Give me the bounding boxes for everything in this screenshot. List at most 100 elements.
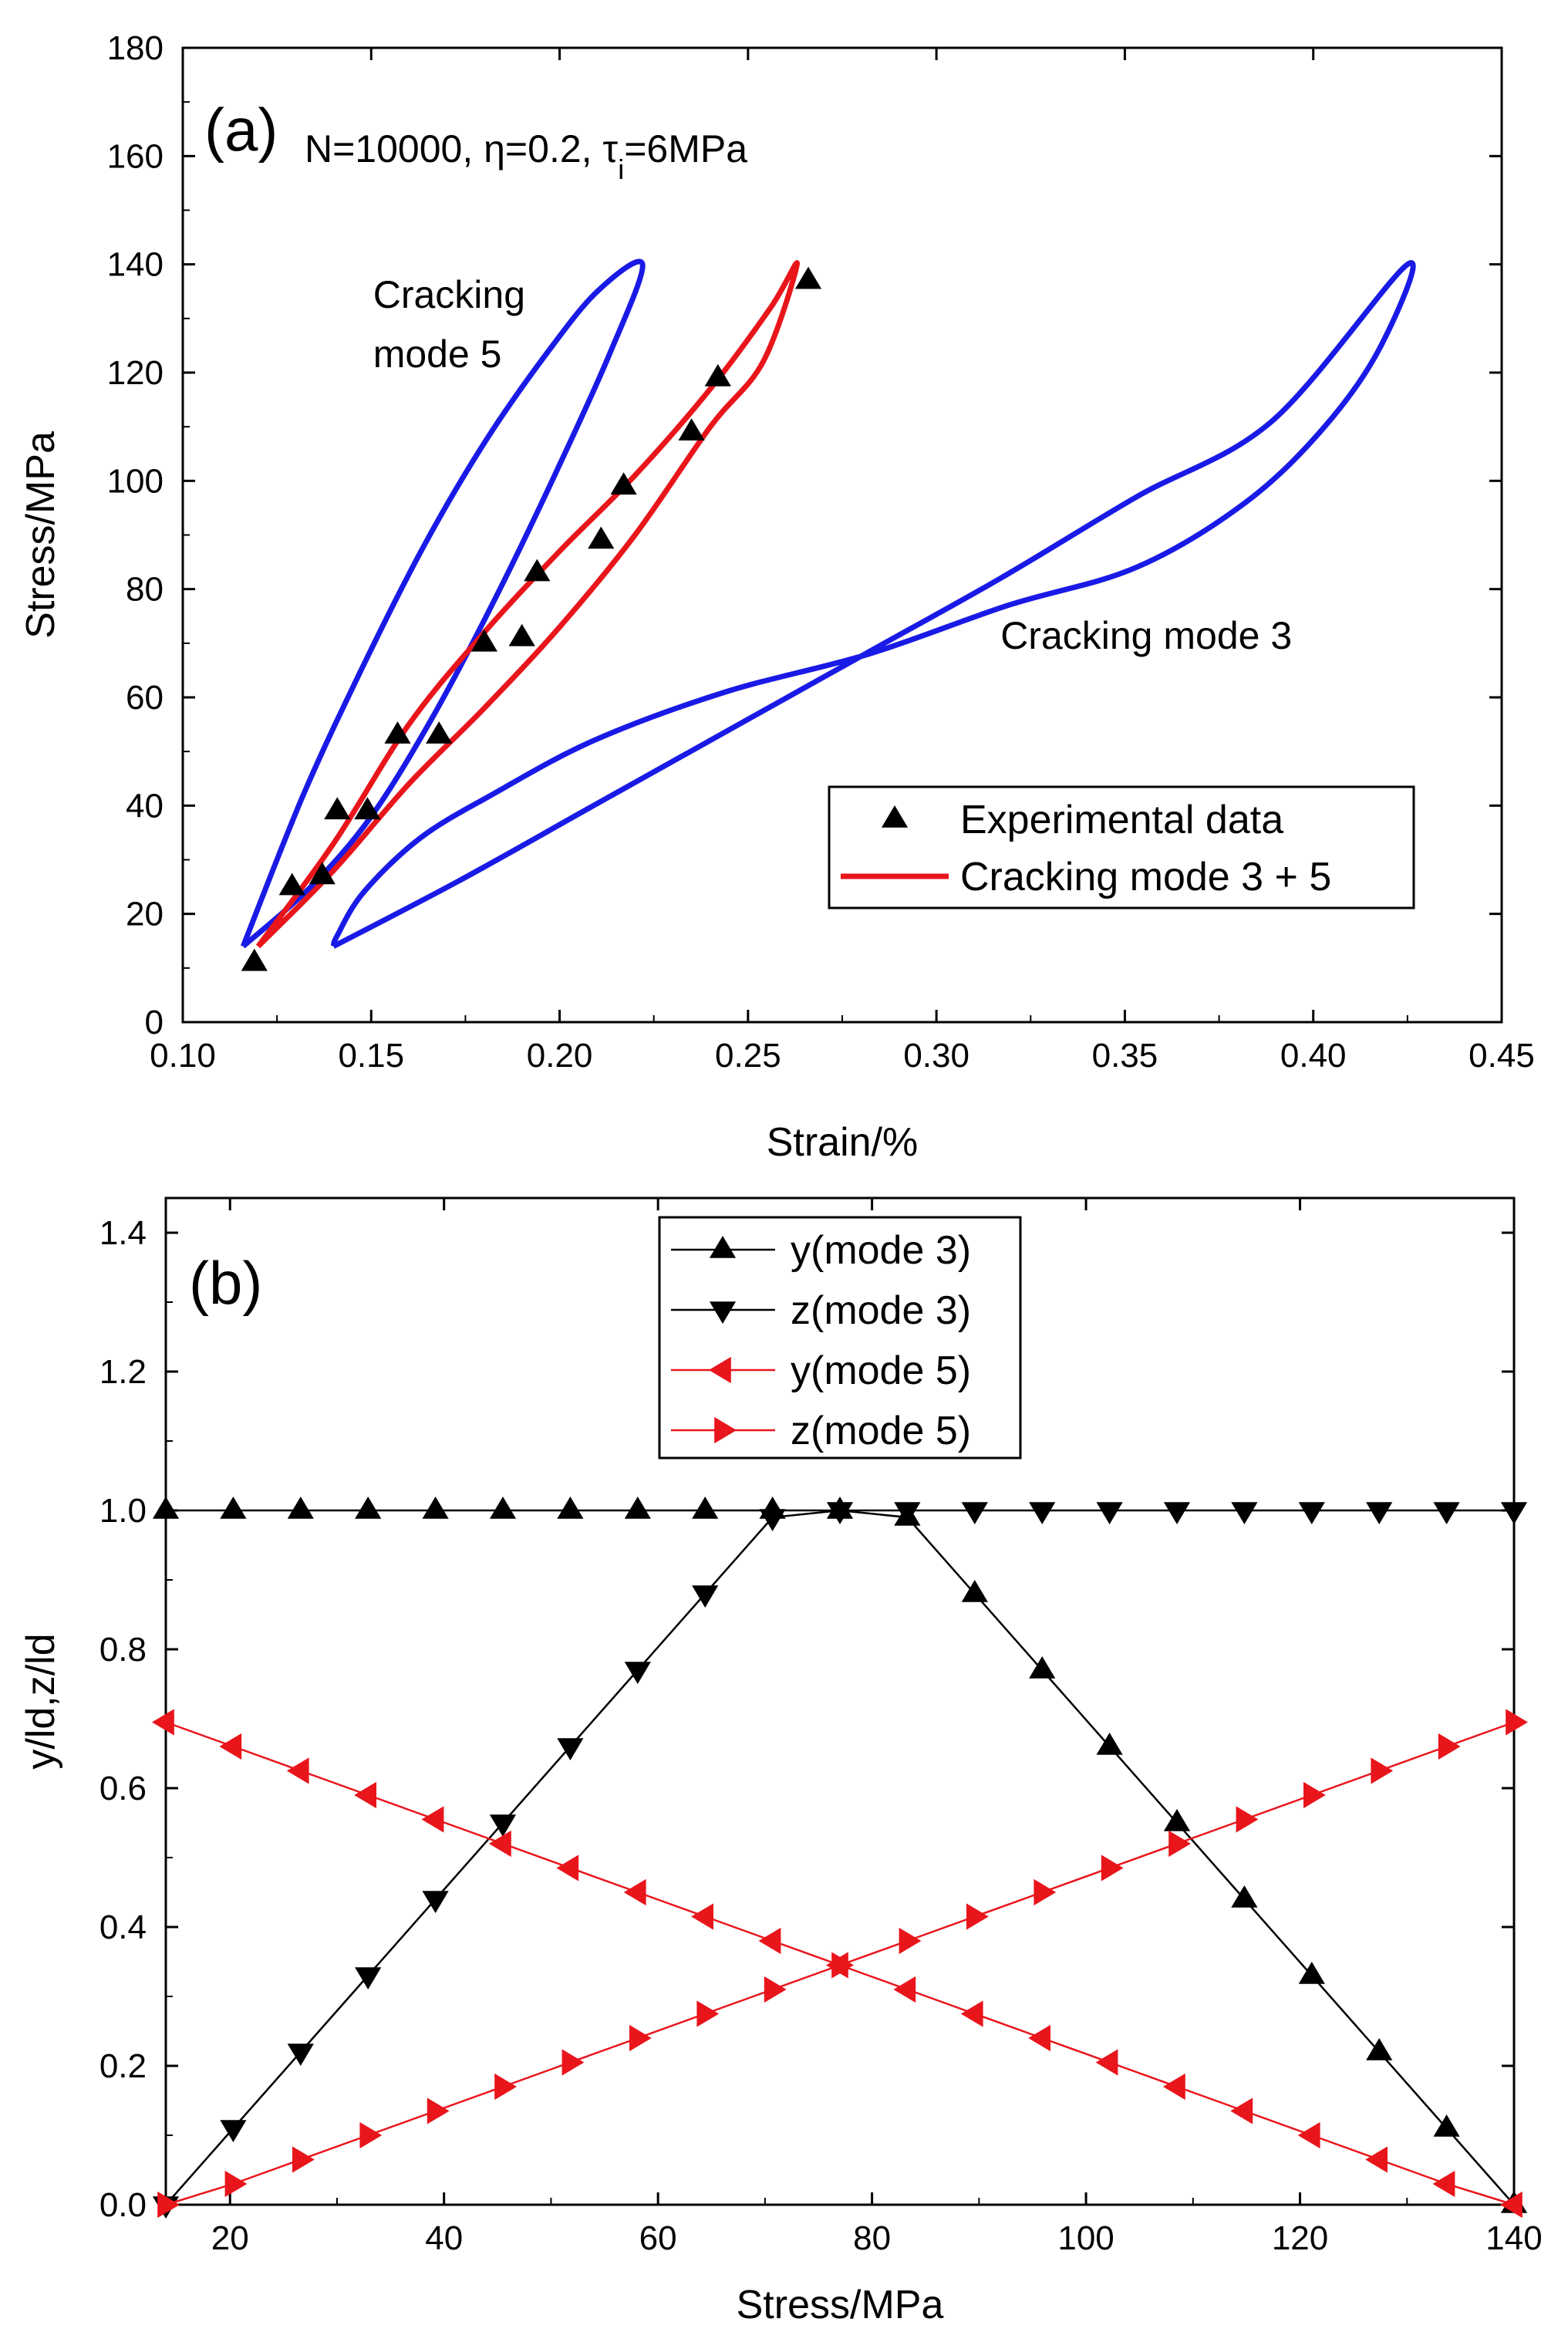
- x-axis-title: Strain/%: [767, 1120, 919, 1165]
- series-marker-2: [1163, 2073, 1185, 2101]
- series-marker-1: [1298, 1502, 1325, 1524]
- params-subscript: i: [618, 154, 624, 185]
- series-marker-0: [422, 1497, 449, 1519]
- y-tick-label: 180: [107, 29, 164, 67]
- panel-label: (a): [204, 96, 278, 164]
- series-marker-2: [623, 1878, 646, 1906]
- x-axis-title: Stress/MPa: [737, 2283, 944, 2327]
- series-marker-0: [355, 1497, 382, 1519]
- annotation-text: Cracking mode 3: [1000, 614, 1292, 657]
- series-marker-3: [1371, 1757, 1394, 1784]
- params-tail: =6MPa: [624, 127, 747, 170]
- x-tick-label: 0.30: [903, 1037, 969, 1075]
- series-marker-1: [692, 1585, 719, 1608]
- series-marker-2: [893, 1976, 916, 2003]
- y-tick-label: 160: [107, 137, 164, 175]
- series-marker-0: [1366, 2038, 1393, 2060]
- series-marker-2: [1230, 2097, 1253, 2124]
- x-tick-label: 80: [853, 2219, 891, 2257]
- series-marker-1: [287, 2043, 314, 2066]
- x-tick-label: 60: [639, 2219, 677, 2257]
- series-marker-2: [960, 2000, 983, 2027]
- series-marker-1: [1433, 1502, 1460, 1524]
- series-marker-3: [561, 2049, 585, 2076]
- series-marker-3: [1438, 1733, 1461, 1760]
- x-tick-label: 20: [211, 2219, 249, 2257]
- panel-b-crack-fraction-chart: 20 40 60 80 100 120 140 0.0 0.2 0.4 0.6 0.8 1.0 1.2 1.…: [19, 1196, 1543, 2327]
- series-marker-0: [1231, 1885, 1258, 1908]
- y-tick-label: 0: [145, 1004, 164, 1041]
- x-tick-label: 0.20: [527, 1037, 593, 1075]
- annotation-text: Cracking: [373, 273, 525, 316]
- legend-label: Cracking mode 3 + 5: [960, 855, 1331, 899]
- series-marker-0: [557, 1497, 584, 1519]
- series-marker-3: [1506, 1709, 1528, 1736]
- series-marker-3: [899, 1927, 922, 1955]
- y-tick-label: 140: [107, 246, 164, 284]
- series-line-0: [166, 1509, 1515, 2205]
- series-marker-3: [359, 2121, 383, 2149]
- series-marker-0: [1433, 2114, 1460, 2137]
- legend-label: y(mode 5): [791, 1348, 971, 1393]
- experimental-point: [324, 797, 351, 820]
- y-axis-title: Stress/MPa: [19, 431, 63, 639]
- series-marker-0: [1029, 1656, 1056, 1679]
- series-marker-0: [961, 1580, 988, 1602]
- series-marker-2: [421, 1806, 444, 1833]
- y-tick-label: 0.8: [99, 1631, 147, 1669]
- x-tick-label: 120: [1272, 2219, 1328, 2257]
- series-marker-3: [1034, 1878, 1057, 1906]
- series-marker-1: [894, 1502, 921, 1524]
- series-marker-1: [355, 1967, 382, 1989]
- series-marker-2: [1500, 2191, 1522, 2219]
- series-marker-3: [292, 2146, 315, 2173]
- y-tick-label: 0.6: [99, 1770, 147, 1807]
- experimental-point: [278, 872, 305, 896]
- experimental-point: [508, 623, 535, 646]
- y-tick-label: 1.0: [99, 1492, 147, 1530]
- experimental-point: [704, 364, 731, 386]
- series-marker-3: [696, 2000, 720, 2027]
- curve-combined: [255, 260, 800, 949]
- x-tick-label: 140: [1485, 2219, 1542, 2257]
- series-marker-3: [831, 1952, 854, 1979]
- series-marker-1: [1231, 1502, 1258, 1524]
- series-marker-3: [1236, 1806, 1259, 1833]
- y-tick-label: 80: [126, 571, 164, 609]
- experimental-point: [470, 629, 497, 652]
- curve-mode5: [240, 258, 646, 949]
- legend-marker: [714, 1416, 737, 1444]
- legend-box: [828, 785, 1415, 910]
- experimental-point: [309, 862, 336, 885]
- series-marker-2: [219, 1733, 242, 1760]
- experimental-point: [678, 418, 705, 440]
- legend-marker: [709, 1236, 737, 1258]
- y-tick-label: 0.2: [99, 2047, 147, 2085]
- params-main: N=10000, η=0.2, τ: [305, 127, 618, 170]
- series-marker-0: [624, 1497, 651, 1519]
- series-line-1: [165, 1509, 1514, 2205]
- series-marker-0: [287, 1497, 314, 1519]
- series-marker-1: [759, 1509, 786, 1531]
- experimental-point: [354, 797, 381, 820]
- series-marker-1: [557, 1738, 584, 1760]
- y-tick-label: 60: [126, 679, 164, 717]
- x-tick-label: 0.45: [1469, 1037, 1535, 1075]
- experimental-point: [588, 526, 615, 549]
- legend-label: Experimental data: [960, 798, 1283, 842]
- experimental-point: [794, 266, 822, 289]
- series-marker-0: [692, 1497, 719, 1519]
- series-marker-0: [1096, 1733, 1123, 1755]
- series-marker-0: [489, 1497, 517, 1519]
- y-tick-label: 1.2: [99, 1353, 147, 1391]
- series-marker-2: [1432, 2170, 1455, 2198]
- series-marker-1: [422, 1891, 449, 1913]
- legend-marker-experimental: [881, 805, 909, 828]
- legend-label: y(mode 3): [791, 1228, 971, 1273]
- series-marker-0: [220, 1497, 247, 1519]
- x-tick-label: 40: [425, 2219, 463, 2257]
- series-marker-1: [1029, 1502, 1056, 1524]
- experimental-point: [426, 721, 453, 744]
- series-marker-2: [1365, 2146, 1388, 2173]
